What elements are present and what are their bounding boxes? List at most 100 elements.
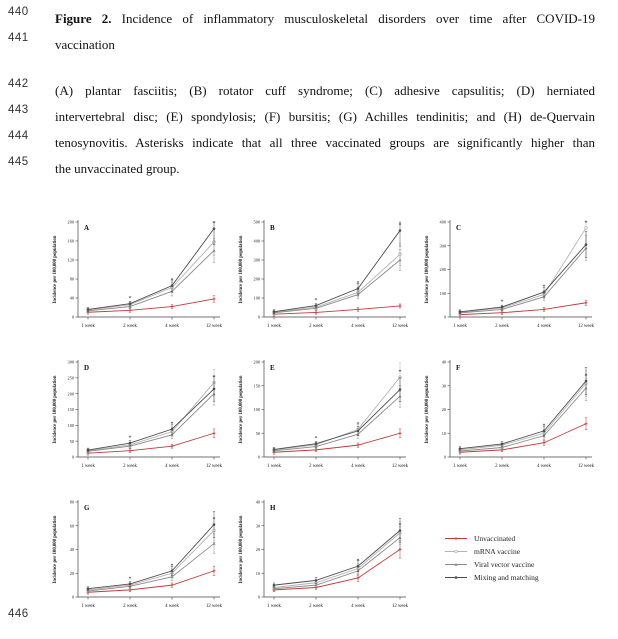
svg-text:0: 0 bbox=[444, 455, 446, 460]
panel-A-plot: 0 40 80 120 160 200 1 week 2 week 4 week 12 week I… bbox=[53, 220, 223, 329]
svg-text:D: D bbox=[84, 364, 89, 372]
svg-text:12 week: 12 week bbox=[578, 324, 595, 329]
legend-item-unvaccinated: Unvaccinated bbox=[444, 534, 606, 543]
svg-text:Incidence per 100,000 populati: Incidence per 100,000 population bbox=[239, 515, 244, 583]
svg-text:500: 500 bbox=[254, 220, 260, 225]
svg-text:1 week: 1 week bbox=[81, 604, 95, 609]
svg-text:*: * bbox=[129, 576, 132, 582]
svg-text:40: 40 bbox=[256, 500, 260, 505]
svg-text:1 week: 1 week bbox=[81, 464, 95, 469]
line-number: 442 bbox=[8, 78, 29, 90]
svg-text:*: * bbox=[129, 436, 132, 442]
caption-desc-line-2: intervertebral disc; (E) spondylosis; (F… bbox=[55, 109, 595, 124]
line-number: 443 bbox=[8, 104, 29, 116]
line-number: 441 bbox=[8, 32, 29, 44]
svg-text:10: 10 bbox=[442, 431, 446, 436]
svg-text:*: * bbox=[543, 285, 546, 291]
svg-text:C: C bbox=[456, 224, 461, 232]
panel-F-plot: 0 10 20 30 40 1 week 2 week 4 week 12 week Incide… bbox=[425, 360, 595, 469]
svg-text:*: * bbox=[399, 523, 402, 529]
svg-text:1 week: 1 week bbox=[267, 324, 281, 329]
legend-label: Mixing and matching bbox=[474, 573, 539, 582]
svg-text:12 week: 12 week bbox=[206, 324, 223, 329]
svg-text:50: 50 bbox=[256, 431, 260, 436]
svg-text:30: 30 bbox=[442, 383, 446, 388]
svg-text:30: 30 bbox=[256, 523, 260, 528]
svg-text:4 week: 4 week bbox=[537, 464, 551, 469]
chart-panel-D: 0 50 100 150 200 250 300 1 week 2 week 4 week 12 w… bbox=[48, 352, 226, 484]
svg-text:2 week: 2 week bbox=[123, 604, 137, 609]
svg-text:300: 300 bbox=[254, 258, 260, 263]
caption-title-line-2: vaccination bbox=[55, 37, 115, 52]
legend-item-mrna: mRNA vaccine bbox=[444, 547, 606, 556]
svg-text:4 week: 4 week bbox=[165, 324, 179, 329]
svg-text:1 week: 1 week bbox=[267, 464, 281, 469]
panel-G-plot: 0 20 40 60 80 1 week 2 week 4 week 12 week Incide… bbox=[53, 500, 223, 609]
svg-text:400: 400 bbox=[440, 220, 446, 225]
svg-text:4 week: 4 week bbox=[165, 464, 179, 469]
chart-panel-E: 0 50 100 150 200 1 week 2 week 4 week 12 week Inc… bbox=[234, 352, 412, 484]
svg-text:Incidence per 100,000 populati: Incidence per 100,000 population bbox=[425, 375, 430, 443]
figure-caption-description: (A) plantar fasciitis; (B) rotator cuff … bbox=[55, 78, 595, 182]
svg-text:150: 150 bbox=[68, 407, 74, 412]
svg-text:250: 250 bbox=[68, 375, 74, 380]
svg-text:*: * bbox=[357, 281, 360, 287]
svg-text:80: 80 bbox=[70, 500, 74, 505]
svg-text:*: * bbox=[315, 436, 318, 442]
svg-text:300: 300 bbox=[68, 360, 74, 365]
svg-text:200: 200 bbox=[68, 220, 74, 225]
svg-text:*: * bbox=[171, 278, 174, 284]
svg-text:1 week: 1 week bbox=[453, 464, 467, 469]
svg-text:60: 60 bbox=[70, 523, 74, 528]
svg-text:40: 40 bbox=[442, 360, 446, 365]
svg-text:2 week: 2 week bbox=[309, 324, 323, 329]
panel-E-plot: 0 50 100 150 200 1 week 2 week 4 week 12 week Inc… bbox=[239, 360, 409, 469]
svg-text:*: * bbox=[543, 423, 546, 429]
panel-B-plot: 0 100 200 300 400 500 1 week 2 week 4 week 12 wee… bbox=[239, 220, 409, 329]
legend-label: Viral vector vaccine bbox=[474, 560, 535, 569]
chart-panel-C: 0 100 200 300 400 1 week 2 week 4 week 12 week In… bbox=[420, 212, 598, 344]
svg-text:12 week: 12 week bbox=[392, 604, 409, 609]
svg-text:E: E bbox=[270, 364, 275, 372]
line-number: 440 bbox=[8, 6, 29, 18]
svg-text:10: 10 bbox=[256, 571, 260, 576]
svg-text:*: * bbox=[129, 296, 132, 302]
chart-panel-H: 0 10 20 30 40 1 week 2 week 4 week 12 week Incide… bbox=[234, 492, 412, 624]
svg-text:1 week: 1 week bbox=[453, 324, 467, 329]
svg-text:12 week: 12 week bbox=[392, 464, 409, 469]
svg-text:*: * bbox=[213, 517, 216, 523]
legend-item-mixing: Mixing and matching bbox=[444, 573, 606, 582]
svg-text:2 week: 2 week bbox=[495, 324, 509, 329]
svg-text:100: 100 bbox=[254, 296, 260, 301]
svg-text:2 week: 2 week bbox=[309, 604, 323, 609]
caption-desc-line-3: tenosynovitis. Asterisks indicate that a… bbox=[55, 135, 595, 150]
svg-text:0: 0 bbox=[72, 455, 74, 460]
legend-line-icon bbox=[445, 549, 467, 554]
svg-text:50: 50 bbox=[70, 439, 74, 444]
svg-text:*: * bbox=[357, 559, 360, 565]
svg-text:0: 0 bbox=[444, 315, 446, 320]
svg-text:12 week: 12 week bbox=[392, 324, 409, 329]
svg-text:100: 100 bbox=[68, 423, 74, 428]
svg-text:2 week: 2 week bbox=[123, 324, 137, 329]
svg-text:4 week: 4 week bbox=[351, 324, 365, 329]
svg-text:Incidence per 100,000 populati: Incidence per 100,000 population bbox=[53, 375, 58, 443]
svg-text:*: * bbox=[213, 375, 216, 381]
legend-line-icon bbox=[445, 537, 467, 540]
svg-text:12 week: 12 week bbox=[578, 464, 595, 469]
svg-text:Incidence per 100,000 populati: Incidence per 100,000 population bbox=[53, 515, 58, 583]
svg-text:0: 0 bbox=[258, 595, 260, 600]
chart-panel-F: 0 10 20 30 40 1 week 2 week 4 week 12 week Incide… bbox=[420, 352, 598, 484]
svg-text:150: 150 bbox=[254, 383, 260, 388]
figure-label: Figure 2. bbox=[55, 11, 112, 26]
svg-text:200: 200 bbox=[254, 277, 260, 282]
svg-text:400: 400 bbox=[254, 239, 260, 244]
panel-H-plot: 0 10 20 30 40 1 week 2 week 4 week 12 week Incide… bbox=[239, 500, 409, 609]
svg-text:0: 0 bbox=[258, 315, 260, 320]
svg-text:2 week: 2 week bbox=[309, 464, 323, 469]
figure-caption-title: Figure 2. Incidence of inflammatory musc… bbox=[55, 6, 595, 58]
legend-line-icon bbox=[445, 576, 467, 579]
legend-item-viral-vector: Viral vector vaccine bbox=[444, 560, 606, 569]
svg-text:1 week: 1 week bbox=[267, 604, 281, 609]
